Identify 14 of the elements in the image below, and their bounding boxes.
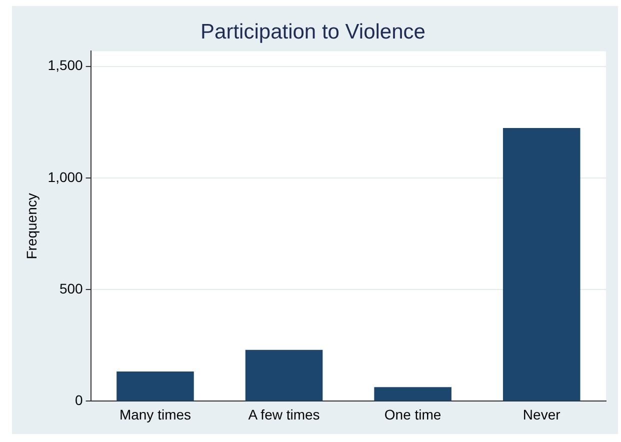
- bar: [116, 372, 194, 401]
- bar: [374, 387, 452, 401]
- chart-title: Participation to Violence: [200, 20, 426, 44]
- x-tick-label: A few times: [248, 406, 320, 422]
- x-tick-label: Many times: [119, 406, 192, 422]
- y-axis-title: Frequency: [23, 193, 40, 260]
- x-tick-label: Never: [522, 406, 561, 422]
- x-tick-label: One time: [384, 406, 442, 422]
- bar: [245, 350, 323, 401]
- bar: [502, 128, 580, 401]
- y-tick-label: 500: [59, 280, 84, 296]
- y-tick-label: 1,500: [48, 57, 84, 74]
- y-tick-label: 0: [75, 392, 84, 408]
- y-tick-label: 1,000: [48, 168, 84, 185]
